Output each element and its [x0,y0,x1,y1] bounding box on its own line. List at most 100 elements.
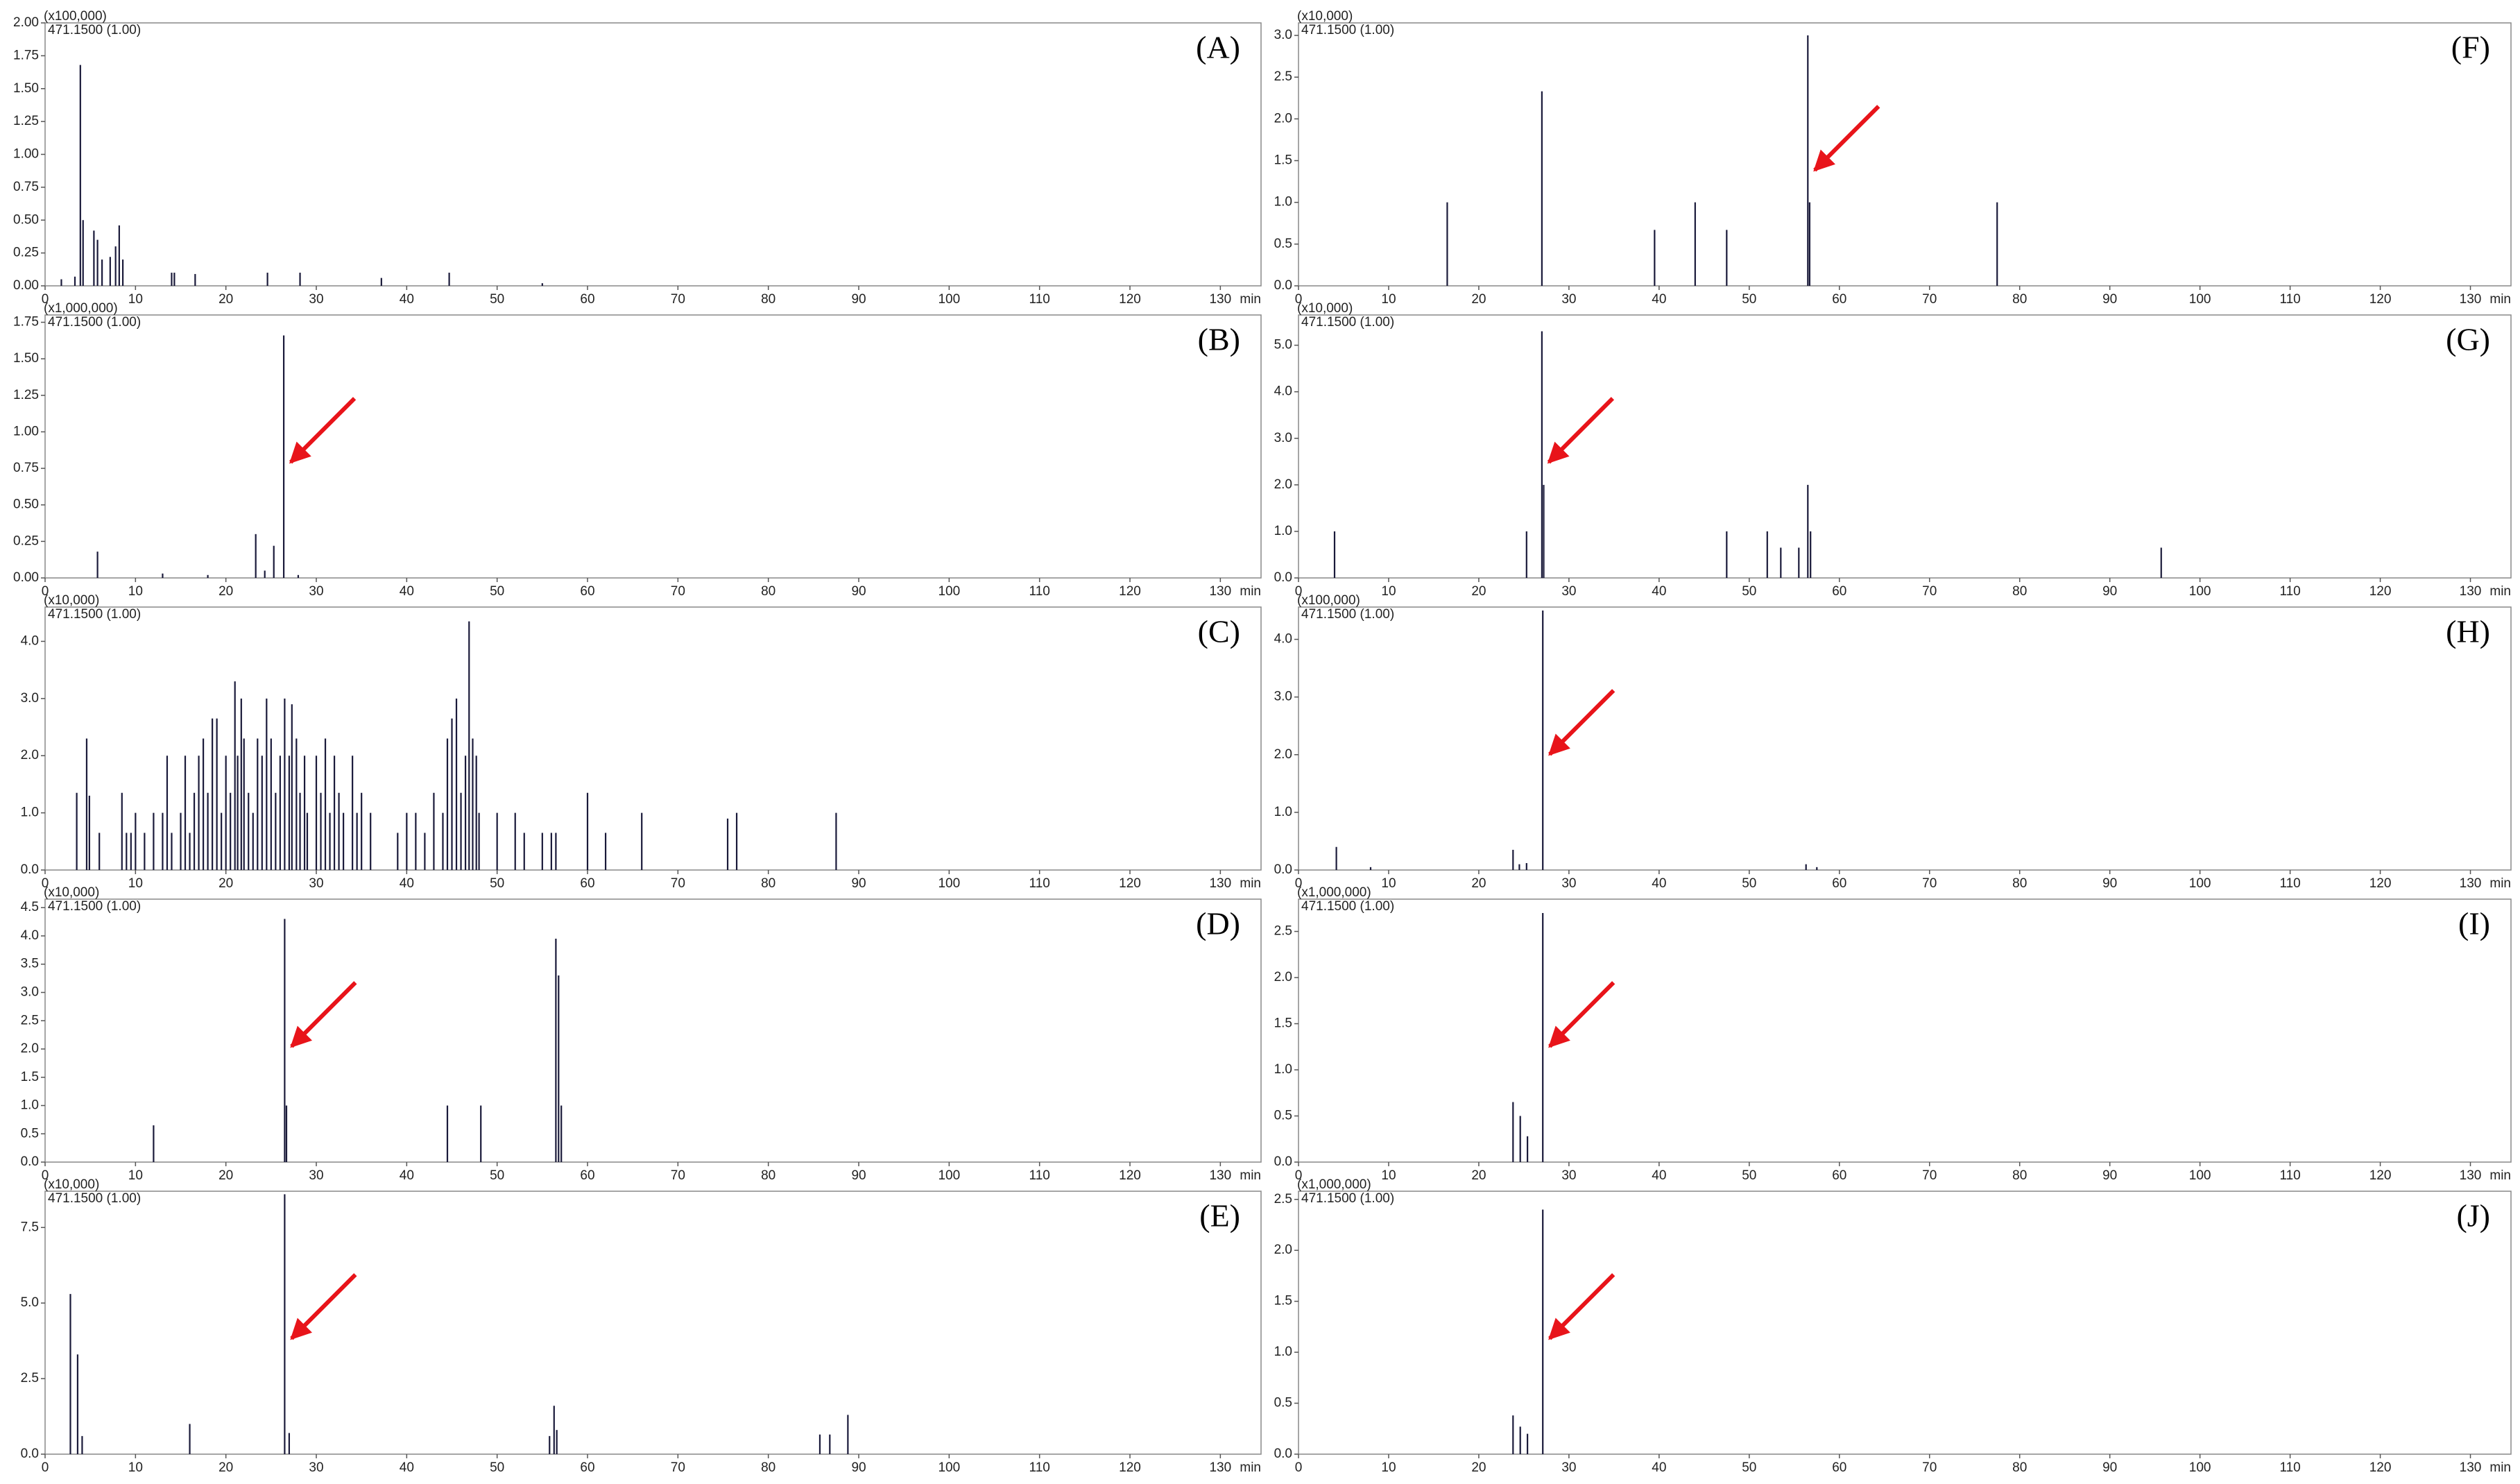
x-tick-label: 100 [2189,584,2211,599]
y-tick-label: 2.0 [21,1041,39,1056]
x-tick-label: 70 [671,1168,685,1183]
x-tick-label: 120 [1119,1168,1141,1183]
x-tick-label: 100 [938,1168,960,1183]
x-tick-label: 40 [1652,876,1666,891]
x-tick-label: 40 [400,1460,414,1475]
y-tick-label: 4.0 [21,633,39,648]
x-tick-label: 60 [1832,292,1846,307]
x-tick-label: 70 [1922,1168,1937,1183]
y-tick-label: 1.0 [1274,805,1292,819]
y-tick-label: 1.75 [13,48,39,62]
x-tick-label: 20 [218,584,233,599]
x-tick-label: 130 [2460,876,2482,891]
x-tick-label: 20 [218,292,233,307]
x-tick-label: 60 [580,876,594,891]
y-tick-label: 1.25 [13,114,39,128]
x-tick-label: 20 [1471,584,1486,599]
x-tick-label: 90 [851,876,866,891]
chart-panel: 0.00 0.25 0.50 0.75 1.00 1.25 1.50 1.75 0 10 20 30 4… [13,301,1262,599]
x-tick-label: 20 [218,876,233,891]
x-tick-label: 60 [580,1168,594,1183]
x-tick-label: 100 [938,584,960,599]
x-tick-label: 50 [490,584,504,599]
y-tick-label: 0.50 [13,497,39,512]
x-tick-label: 130 [2460,1460,2482,1475]
scale-label: (x10,000) [44,593,99,608]
x-tick-label: 80 [2012,876,2027,891]
y-tick-label: 3.0 [1274,431,1292,445]
x-tick-label: 40 [400,584,414,599]
panel-label: (E) [1199,1198,1240,1234]
x-tick-label: 110 [1029,292,1050,307]
x-tick-label: 50 [1742,292,1756,307]
panel-label: (H) [2446,614,2490,649]
x-tick-label: 90 [2102,876,2117,891]
chart-panel: 0.0 1.0 2.0 3.0 4.0 0 10 20 30 40 50 60 70 80 90 100 110… [1274,593,2512,891]
y-tick-label: 4.0 [1274,632,1292,647]
x-tick-label: 130 [2460,584,2482,599]
x-tick-label: 130 [2460,292,2482,307]
x-tick-label: 70 [671,1460,685,1475]
x-tick-label: 70 [671,876,685,891]
trace-label: 471.1500 (1.00) [48,899,141,914]
plot-frame [1298,606,2512,871]
scale-label: (x10,000) [1297,301,1353,316]
y-tick-label: 1.00 [13,147,39,162]
x-tick-label: 50 [1742,584,1756,599]
x-tick-label: 110 [1029,584,1050,599]
x-unit: min [1240,584,1261,599]
y-tick-label: 2.0 [1274,111,1292,126]
y-tick-label: 0.0 [1274,1447,1292,1461]
x-unit: min [2489,584,2511,599]
y-tick-label: 0.5 [21,1126,39,1141]
x-tick-label: 50 [490,1168,504,1183]
plot-frame [44,314,1262,579]
trace-label: 471.1500 (1.00) [48,607,141,622]
x-tick-label: 50 [1742,1168,1756,1183]
panel-label: (C) [1198,614,1240,649]
x-tick-label: 60 [580,584,594,599]
x-unit: min [2489,876,2511,891]
x-tick-label: 130 [2460,1168,2482,1183]
x-tick-label: 30 [1561,876,1576,891]
y-tick-label: 2.5 [1274,1192,1292,1206]
panel-label: (D) [1196,906,1240,941]
x-tick-label: 130 [1209,292,1231,307]
x-tick-label: 10 [128,292,143,307]
x-unit: min [1240,292,1261,307]
x-tick-label: 60 [1832,876,1846,891]
scale-label: (x1,000,000) [1297,1177,1371,1192]
x-tick-label: 50 [490,1460,504,1475]
x-tick-label: 120 [2369,1460,2392,1475]
x-tick-label: 10 [128,1168,143,1183]
y-tick-label: 1.00 [13,424,39,438]
x-tick-label: 40 [1652,584,1666,599]
x-tick-label: 10 [1381,292,1396,307]
chart-panel: 0.0 0.5 1.0 1.5 2.0 2.5 3.0 3.5 4.0 4.5 0 10 20 30 40 5… [21,885,1262,1183]
x-tick-label: 60 [580,292,594,307]
x-tick-label: 120 [1119,584,1141,599]
y-tick-label: 0.50 [13,212,39,227]
trace-label: 471.1500 (1.00) [1301,1191,1394,1206]
x-tick-label: 70 [1922,876,1937,891]
x-tick-label: 120 [1119,1460,1141,1475]
plot-frame [44,22,1262,287]
y-tick-label: 0.75 [13,180,39,194]
x-unit: min [2489,292,2511,307]
x-tick-label: 130 [1209,1168,1231,1183]
chart-panel: 0.0 0.5 1.0 1.5 2.0 2.5 3.0 0 10 20 30 40 50 60 70 80 90… [1274,9,2512,307]
x-unit: min [1240,876,1261,891]
x-tick-label: 110 [2279,1168,2300,1183]
arrow [1548,689,1615,756]
x-tick-label: 100 [938,1460,960,1475]
x-tick-label: 50 [490,876,504,891]
x-tick-label: 90 [851,1168,866,1183]
scale-label: (x1,000,000) [44,301,118,316]
plot-frame [1298,22,2512,287]
chart-panel: 0.0 2.5 5.0 7.5 0 10 20 30 40 50 60 70 80 90 100 110 120… [21,1177,1262,1475]
x-tick-label: 30 [1561,1460,1576,1475]
x-tick-label: 130 [1209,1460,1231,1475]
arrow [1813,105,1880,172]
panel-label: (J) [2456,1198,2490,1234]
scale-label: (x10,000) [44,1177,99,1192]
